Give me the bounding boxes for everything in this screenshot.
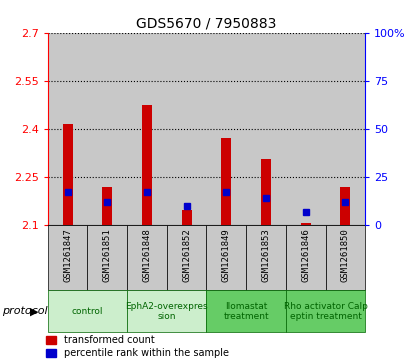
- Bar: [286, 225, 325, 290]
- Bar: [88, 225, 127, 290]
- Text: control: control: [72, 307, 103, 316]
- Bar: [48, 225, 88, 290]
- Bar: [325, 33, 365, 225]
- Bar: [207, 290, 286, 332]
- Legend: transformed count, percentile rank within the sample: transformed count, percentile rank withi…: [46, 335, 229, 358]
- Text: Ilomastat
treatment: Ilomastat treatment: [223, 302, 269, 321]
- Bar: [286, 290, 365, 332]
- Bar: [246, 33, 286, 225]
- Text: EphA2-overexpres
sion: EphA2-overexpres sion: [125, 302, 208, 321]
- Title: GDS5670 / 7950883: GDS5670 / 7950883: [136, 16, 277, 30]
- Text: GSM1261853: GSM1261853: [261, 228, 271, 282]
- Bar: [127, 290, 207, 332]
- Bar: [207, 225, 246, 290]
- Bar: [207, 33, 246, 225]
- Text: protocol: protocol: [2, 306, 48, 316]
- Bar: [182, 210, 192, 225]
- Text: GSM1261850: GSM1261850: [341, 228, 350, 282]
- Text: GSM1261848: GSM1261848: [142, 228, 151, 282]
- Bar: [325, 225, 365, 290]
- Text: ▶: ▶: [30, 306, 38, 316]
- Bar: [286, 33, 325, 225]
- Bar: [127, 225, 167, 290]
- Bar: [63, 124, 73, 225]
- Bar: [48, 290, 127, 332]
- Bar: [142, 105, 152, 225]
- Bar: [261, 159, 271, 225]
- Bar: [127, 33, 167, 225]
- Bar: [167, 33, 207, 225]
- Bar: [167, 225, 207, 290]
- Bar: [221, 139, 231, 225]
- Text: GSM1261847: GSM1261847: [63, 228, 72, 282]
- Bar: [340, 187, 350, 225]
- Text: GSM1261849: GSM1261849: [222, 228, 231, 282]
- Bar: [48, 33, 88, 225]
- Text: GSM1261851: GSM1261851: [103, 228, 112, 282]
- Bar: [102, 187, 112, 225]
- Bar: [88, 33, 127, 225]
- Bar: [246, 225, 286, 290]
- Bar: [301, 224, 311, 225]
- Text: GSM1261852: GSM1261852: [182, 228, 191, 282]
- Text: Rho activator Calp
eptin treatment: Rho activator Calp eptin treatment: [283, 302, 367, 321]
- Text: GSM1261846: GSM1261846: [301, 228, 310, 282]
